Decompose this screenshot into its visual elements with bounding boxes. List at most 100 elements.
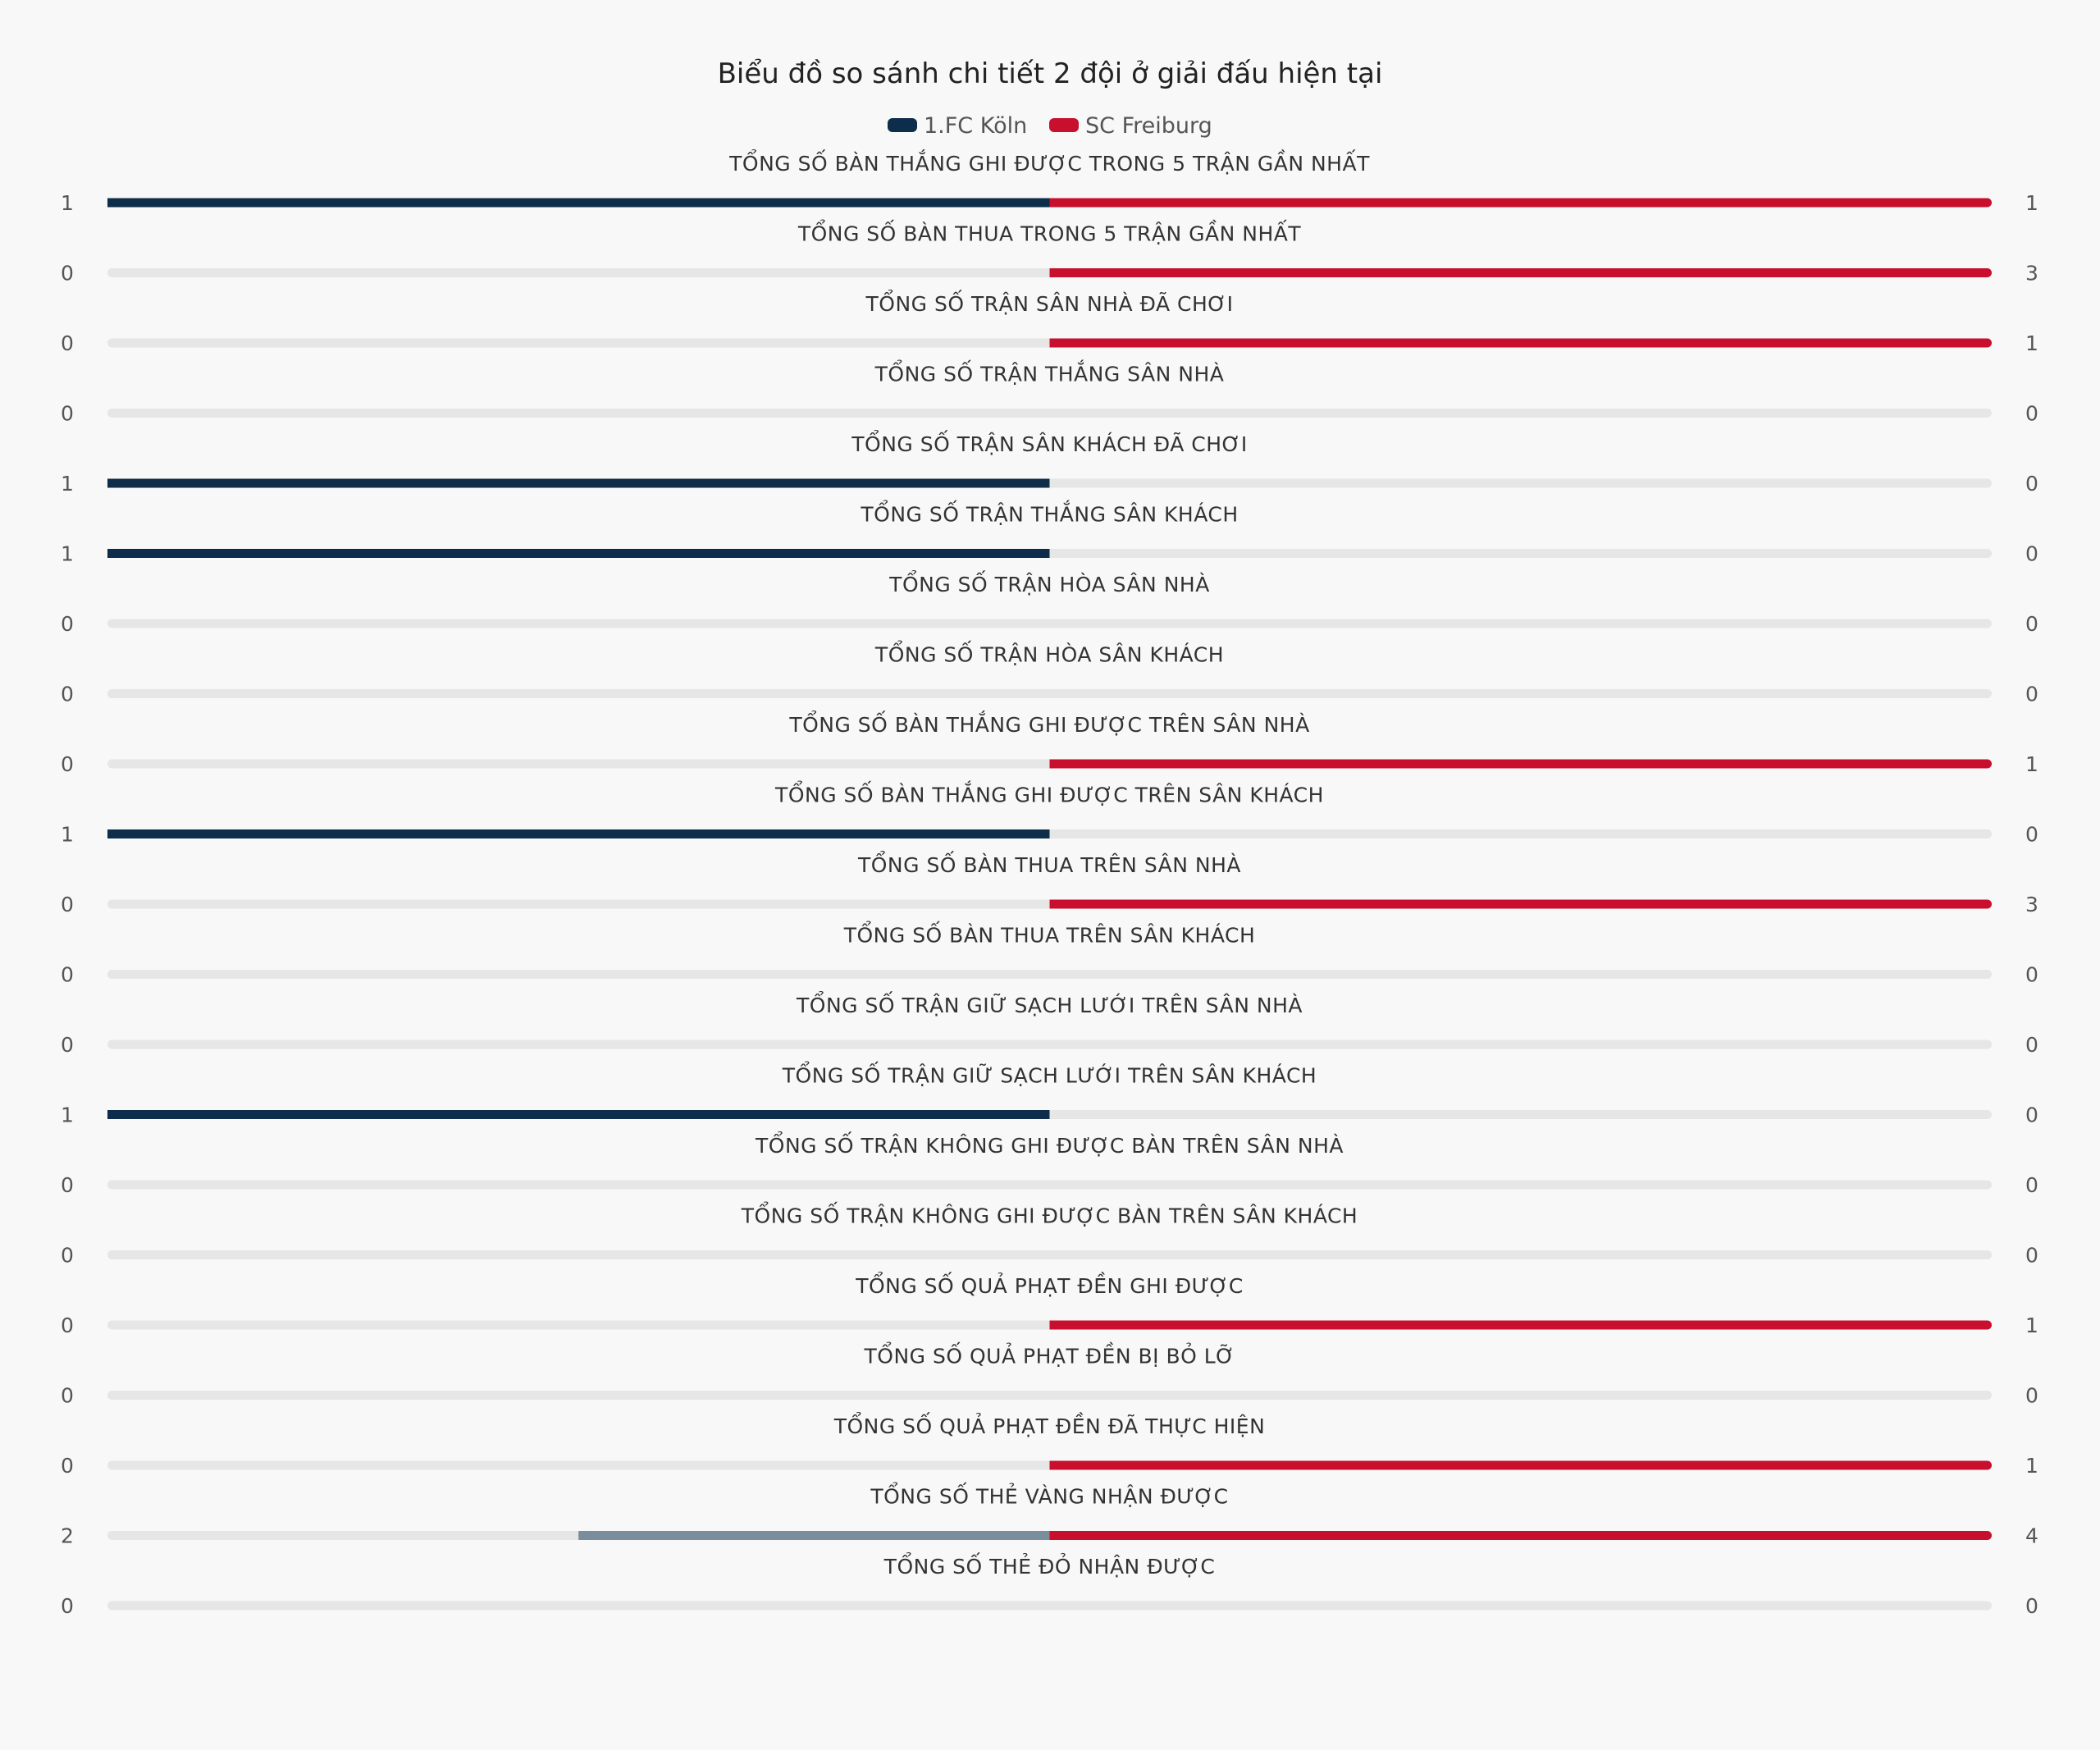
team-left-bar-cap [107, 1110, 116, 1119]
team-right-value: 0 [2025, 963, 2038, 987]
legend-label: 1.FC Köln [924, 113, 1027, 139]
team-right-value: 1 [2025, 191, 2038, 215]
team-left-value: 1 [61, 191, 74, 215]
team-left-bar [107, 1110, 1050, 1119]
team-right-value: 0 [2025, 1244, 2038, 1268]
team-left-bar-cap [107, 829, 116, 838]
team-left-value: 0 [61, 1244, 74, 1268]
team-right-value: 0 [2025, 402, 2038, 426]
stat-row: TỔNG SỐ TRẬN THẮNG SÂN KHÁCH 1 0 [61, 500, 2038, 566]
team-right-value: 3 [2025, 893, 2038, 916]
stat-row: TỔNG SỐ BÀN THẮNG GHI ĐƯỢC TRÊN SÂN NHÀ 0… [61, 710, 2038, 776]
team-left-value: 0 [61, 1314, 74, 1337]
stat-row: TỔNG SỐ QUẢ PHẠT ĐỀN GHI ĐƯỢC 0 1 [61, 1271, 2038, 1337]
team-left-value: 1 [61, 823, 74, 847]
team-right-bar-cap [1983, 198, 1992, 208]
team-left-value: 0 [61, 612, 74, 636]
stat-label: TỔNG SỐ TRẬN GIỮ SẠCH LƯỚI TRÊN SÂN NHÀ [796, 990, 1303, 1017]
team-left-bar [107, 549, 1050, 558]
team-right-value: 0 [2025, 1594, 2038, 1618]
stat-track [107, 1250, 1992, 1259]
stat-label: TỔNG SỐ QUẢ PHẠT ĐỀN ĐÃ THỰC HIỆN [833, 1411, 1266, 1438]
team-right-value: 1 [2025, 1454, 2038, 1478]
stat-row: TỔNG SỐ TRẬN KHÔNG GHI ĐƯỢC BÀN TRÊN SÂN… [61, 1201, 2038, 1268]
stat-row: TỔNG SỐ QUẢ PHẠT ĐỀN BỊ BỎ LỠ 0 0 [61, 1341, 2038, 1408]
team-right-value: 1 [2025, 331, 2038, 355]
team-right-bar-cap [1983, 899, 1992, 909]
team-left-value: 1 [61, 472, 74, 496]
team-left-value: 0 [61, 893, 74, 916]
team-left-value: 0 [61, 963, 74, 987]
team-right-value: 0 [2025, 823, 2038, 847]
team-left-bar-cap [107, 198, 116, 208]
stat-row: TỔNG SỐ TRẬN GIỮ SẠCH LƯỚI TRÊN SÂN KHÁC… [61, 1061, 2038, 1127]
legend-swatch [888, 118, 917, 132]
legend-swatch [1049, 118, 1079, 132]
stat-track [107, 1180, 1992, 1190]
stat-label: TỔNG SỐ BÀN THẮNG GHI ĐƯỢC TRÊN SÂN KHÁC… [774, 780, 1324, 807]
stat-row: TỔNG SỐ TRẬN THẮNG SÂN NHÀ 0 0 [61, 359, 2038, 426]
team-right-bar-cap [1983, 1531, 1992, 1540]
stat-label: TỔNG SỐ BÀN THUA TRONG 5 TRẬN GẦN NHẤT [797, 219, 1302, 246]
team-left-value: 0 [61, 752, 74, 776]
team-left-value: 0 [61, 683, 74, 706]
stat-row: TỔNG SỐ TRẬN KHÔNG GHI ĐƯỢC BÀN TRÊN SÂN… [61, 1131, 2038, 1197]
team-left-value: 0 [61, 1454, 74, 1478]
team-left-value: 0 [61, 1033, 74, 1057]
team-right-value: 0 [2025, 472, 2038, 496]
team-right-value: 1 [2025, 752, 2038, 776]
stat-track [107, 1601, 1992, 1611]
stat-label: TỔNG SỐ QUẢ PHẠT ĐỀN BỊ BỎ LỠ [864, 1341, 1235, 1368]
stat-track [107, 1039, 1992, 1049]
legend-item-team-right[interactable]: SC Freiburg [1049, 113, 1212, 139]
team-right-value: 0 [2025, 1033, 2038, 1057]
team-right-bar [1049, 268, 1988, 277]
team-right-bar [1049, 759, 1988, 769]
team-right-value: 1 [2025, 1314, 2038, 1337]
stat-row: TỔNG SỐ BÀN THUA TRÊN SÂN KHÁCH 0 0 [61, 921, 2038, 987]
team-right-bar [1049, 899, 1988, 909]
stat-label: TỔNG SỐ THẺ VÀNG NHẬN ĐƯỢC [870, 1482, 1228, 1509]
team-left-value: 0 [61, 262, 74, 286]
team-left-value: 0 [61, 331, 74, 355]
team-right-value: 0 [2025, 1103, 2038, 1127]
stat-label: TỔNG SỐ TRẬN HÒA SÂN KHÁCH [874, 640, 1224, 667]
team-right-value: 0 [2025, 683, 2038, 706]
stat-track [107, 970, 1992, 979]
stat-label: TỔNG SỐ TRẬN SÂN KHÁCH ĐÃ CHƠI [851, 429, 1247, 456]
team-right-value: 3 [2025, 262, 2038, 286]
legend: 1.FC Köln SC Freiburg [888, 113, 1212, 139]
legend-label: SC Freiburg [1085, 113, 1212, 139]
legend-item-team-left[interactable]: 1.FC Köln [888, 113, 1027, 139]
stat-label: TỔNG SỐ BÀN THUA TRÊN SÂN NHÀ [857, 850, 1241, 877]
team-left-value: 1 [61, 1103, 74, 1127]
stat-label: TỔNG SỐ TRẬN THẮNG SÂN KHÁCH [860, 500, 1238, 527]
team-left-value: 1 [61, 542, 74, 566]
stat-track [107, 409, 1992, 418]
team-right-bar-cap [1983, 1320, 1992, 1330]
stat-label: TỔNG SỐ BÀN THUA TRÊN SÂN KHÁCH [843, 921, 1256, 948]
team-left-bar [107, 478, 1050, 488]
stat-row: TỔNG SỐ BÀN THẮNG GHI ĐƯỢC TRÊN SÂN KHÁC… [61, 780, 2038, 847]
stat-label: TỔNG SỐ TRẬN GIỮ SẠCH LƯỚI TRÊN SÂN KHÁC… [782, 1061, 1317, 1088]
stat-label: TỔNG SỐ THẺ ĐỎ NHẬN ĐƯỢC [883, 1551, 1216, 1579]
team-right-bar [1049, 1531, 1988, 1540]
team-right-bar-cap [1983, 759, 1992, 769]
stat-row: TỔNG SỐ TRẬN GIỮ SẠCH LƯỚI TRÊN SÂN NHÀ 0… [61, 990, 2038, 1057]
team-left-bar [107, 829, 1050, 838]
team-left-value: 2 [61, 1524, 74, 1548]
team-left-bar [578, 1531, 1050, 1540]
team-left-bar-cap [107, 549, 116, 558]
stat-row: TỔNG SỐ BÀN THẮNG GHI ĐƯỢC TRONG 5 TRẬN … [61, 148, 2038, 215]
stat-row: TỔNG SỐ BÀN THUA TRÊN SÂN NHÀ 0 3 [61, 850, 2038, 916]
team-left-value: 0 [61, 1384, 74, 1408]
team-right-value: 0 [2025, 612, 2038, 636]
team-right-value: 0 [2025, 1173, 2038, 1197]
stat-row: TỔNG SỐ TRẬN SÂN KHÁCH ĐÃ CHƠI 1 0 [61, 429, 2038, 496]
stat-label: TỔNG SỐ BÀN THẮNG GHI ĐƯỢC TRONG 5 TRẬN … [728, 148, 1370, 176]
stat-row: TỔNG SỐ TRẬN HÒA SÂN KHÁCH 0 0 [61, 640, 2038, 706]
team-right-value: 4 [2025, 1524, 2038, 1548]
stat-label: TỔNG SỐ QUẢ PHẠT ĐỀN GHI ĐƯỢC [855, 1271, 1244, 1298]
team-left-value: 0 [61, 1594, 74, 1618]
